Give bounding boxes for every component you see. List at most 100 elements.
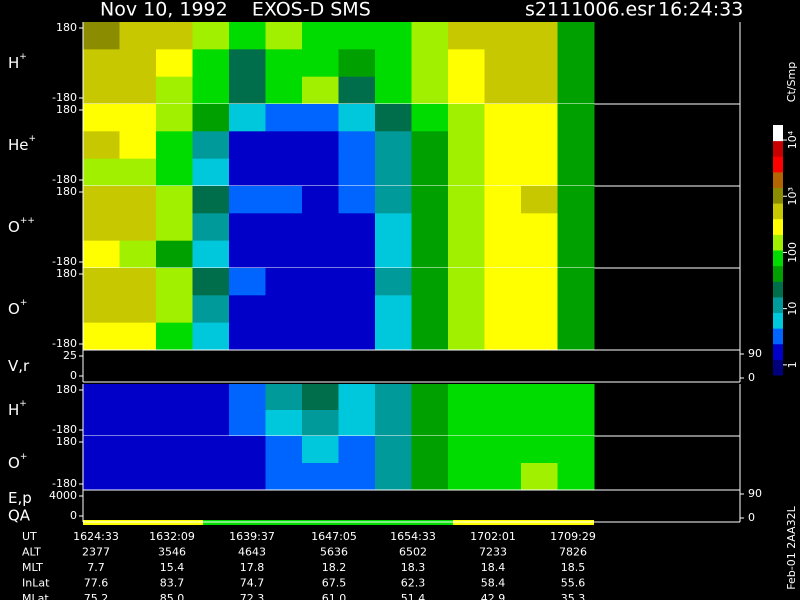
heat-cell [448, 322, 485, 351]
heat-cell [338, 463, 376, 491]
heat-cell [83, 158, 120, 187]
table-cell: 2377 [82, 546, 110, 559]
heat-cell [338, 131, 376, 160]
colorbar-swatch [773, 156, 783, 173]
heat-cell [338, 295, 376, 324]
ion: O [8, 218, 20, 236]
heat-cell [229, 186, 266, 214]
heat-cell [192, 436, 230, 464]
y-tick-label: -180 [52, 337, 77, 350]
table-cell: 72.3 [240, 592, 265, 600]
colorbar-swatch [773, 218, 783, 235]
heat-cell [338, 240, 376, 269]
heat-cell [411, 384, 449, 411]
heat-cell [156, 158, 193, 187]
heat-cell [302, 322, 339, 351]
y-tick-label: 0 [70, 369, 77, 382]
heat-cell [521, 104, 558, 132]
heat-cell [557, 76, 595, 105]
y-tick-label: 180 [56, 383, 77, 396]
heat-cell [411, 322, 449, 351]
heat-cell [192, 76, 230, 105]
heat-cell [557, 158, 595, 187]
table-cell: 4643 [238, 546, 266, 559]
heat-cell [411, 410, 449, 437]
heat-cell [557, 436, 595, 464]
table-cell: 51.4 [401, 592, 426, 600]
heat-cell [192, 268, 230, 296]
heat-cell [83, 22, 120, 50]
heat-cell [302, 22, 339, 50]
charge: + [19, 399, 27, 409]
heat-cell [411, 158, 449, 187]
heat-cell [156, 240, 193, 269]
heat-cell [83, 213, 120, 242]
heat-cell [229, 463, 266, 491]
heat-cell [302, 49, 339, 78]
heat-cell [448, 463, 485, 491]
ion: O [8, 454, 20, 472]
y-tick-label: 180 [56, 103, 77, 116]
heat-cell [411, 295, 449, 324]
y-tick-label: 180 [56, 185, 77, 198]
heat-cell [83, 186, 120, 214]
table-cell: 77.6 [84, 577, 109, 590]
heat-cell [375, 322, 412, 351]
heat-cell [375, 104, 412, 132]
heat-cell [83, 131, 120, 160]
heat-cell [557, 384, 595, 411]
heat-cell [265, 158, 303, 187]
heat-cell [156, 410, 193, 437]
heat-cell [375, 463, 412, 491]
table-cell: 7.7 [87, 561, 105, 574]
heat-cell [192, 240, 230, 269]
table-cell: 7233 [479, 546, 507, 559]
colorbar-swatch [773, 250, 783, 267]
heat-cell [156, 384, 193, 411]
heat-cell [229, 322, 266, 351]
heat-cell [484, 268, 522, 296]
colorbar-tick-label: 10⁴ [786, 130, 799, 149]
heat-cell [192, 384, 230, 411]
table-cell: 1639:37 [229, 530, 275, 543]
heat-cell [557, 463, 595, 491]
table-cell: 1709:29 [550, 530, 596, 543]
colorbar-tick-label: 100 [786, 242, 799, 263]
heat-cell [265, 213, 303, 242]
heat-cell [156, 22, 193, 50]
heat-cell [484, 49, 522, 78]
table-row-label: MLT [22, 561, 43, 574]
heat-cell [265, 268, 303, 296]
heat-cell [83, 104, 120, 132]
heat-cell [375, 158, 412, 187]
heat-cell [338, 436, 376, 464]
ion: He [8, 136, 29, 154]
table-row-label: MLat [22, 592, 49, 600]
heat-cell [302, 410, 339, 437]
heat-cell [448, 22, 485, 50]
table-cell: 1702:01 [470, 530, 516, 543]
heat-cell [557, 186, 595, 214]
heat-cell [265, 240, 303, 269]
heat-cell [192, 463, 230, 491]
table-cell: 55.6 [561, 577, 586, 590]
heat-cell [265, 131, 303, 160]
heat-cell [338, 49, 376, 78]
heat-cell [411, 49, 449, 78]
heat-cell [119, 322, 157, 351]
colorbar-swatch [773, 140, 783, 157]
heat-cell [229, 240, 266, 269]
heat-cell [119, 384, 157, 411]
ion: H [8, 54, 19, 72]
heat-cell [229, 22, 266, 50]
heat-cell [119, 158, 157, 187]
heat-cell [338, 104, 376, 132]
heat-cell [83, 410, 120, 437]
table-cell: 6502 [399, 546, 427, 559]
table-cell: 1624:33 [73, 530, 119, 543]
table-row-label: ALT [22, 546, 41, 559]
version: Feb-01 2AA32L [785, 505, 798, 589]
y-tick-label: -180 [52, 173, 77, 186]
heat-cell [557, 268, 595, 296]
y-tick-label: 4000 [49, 489, 77, 502]
